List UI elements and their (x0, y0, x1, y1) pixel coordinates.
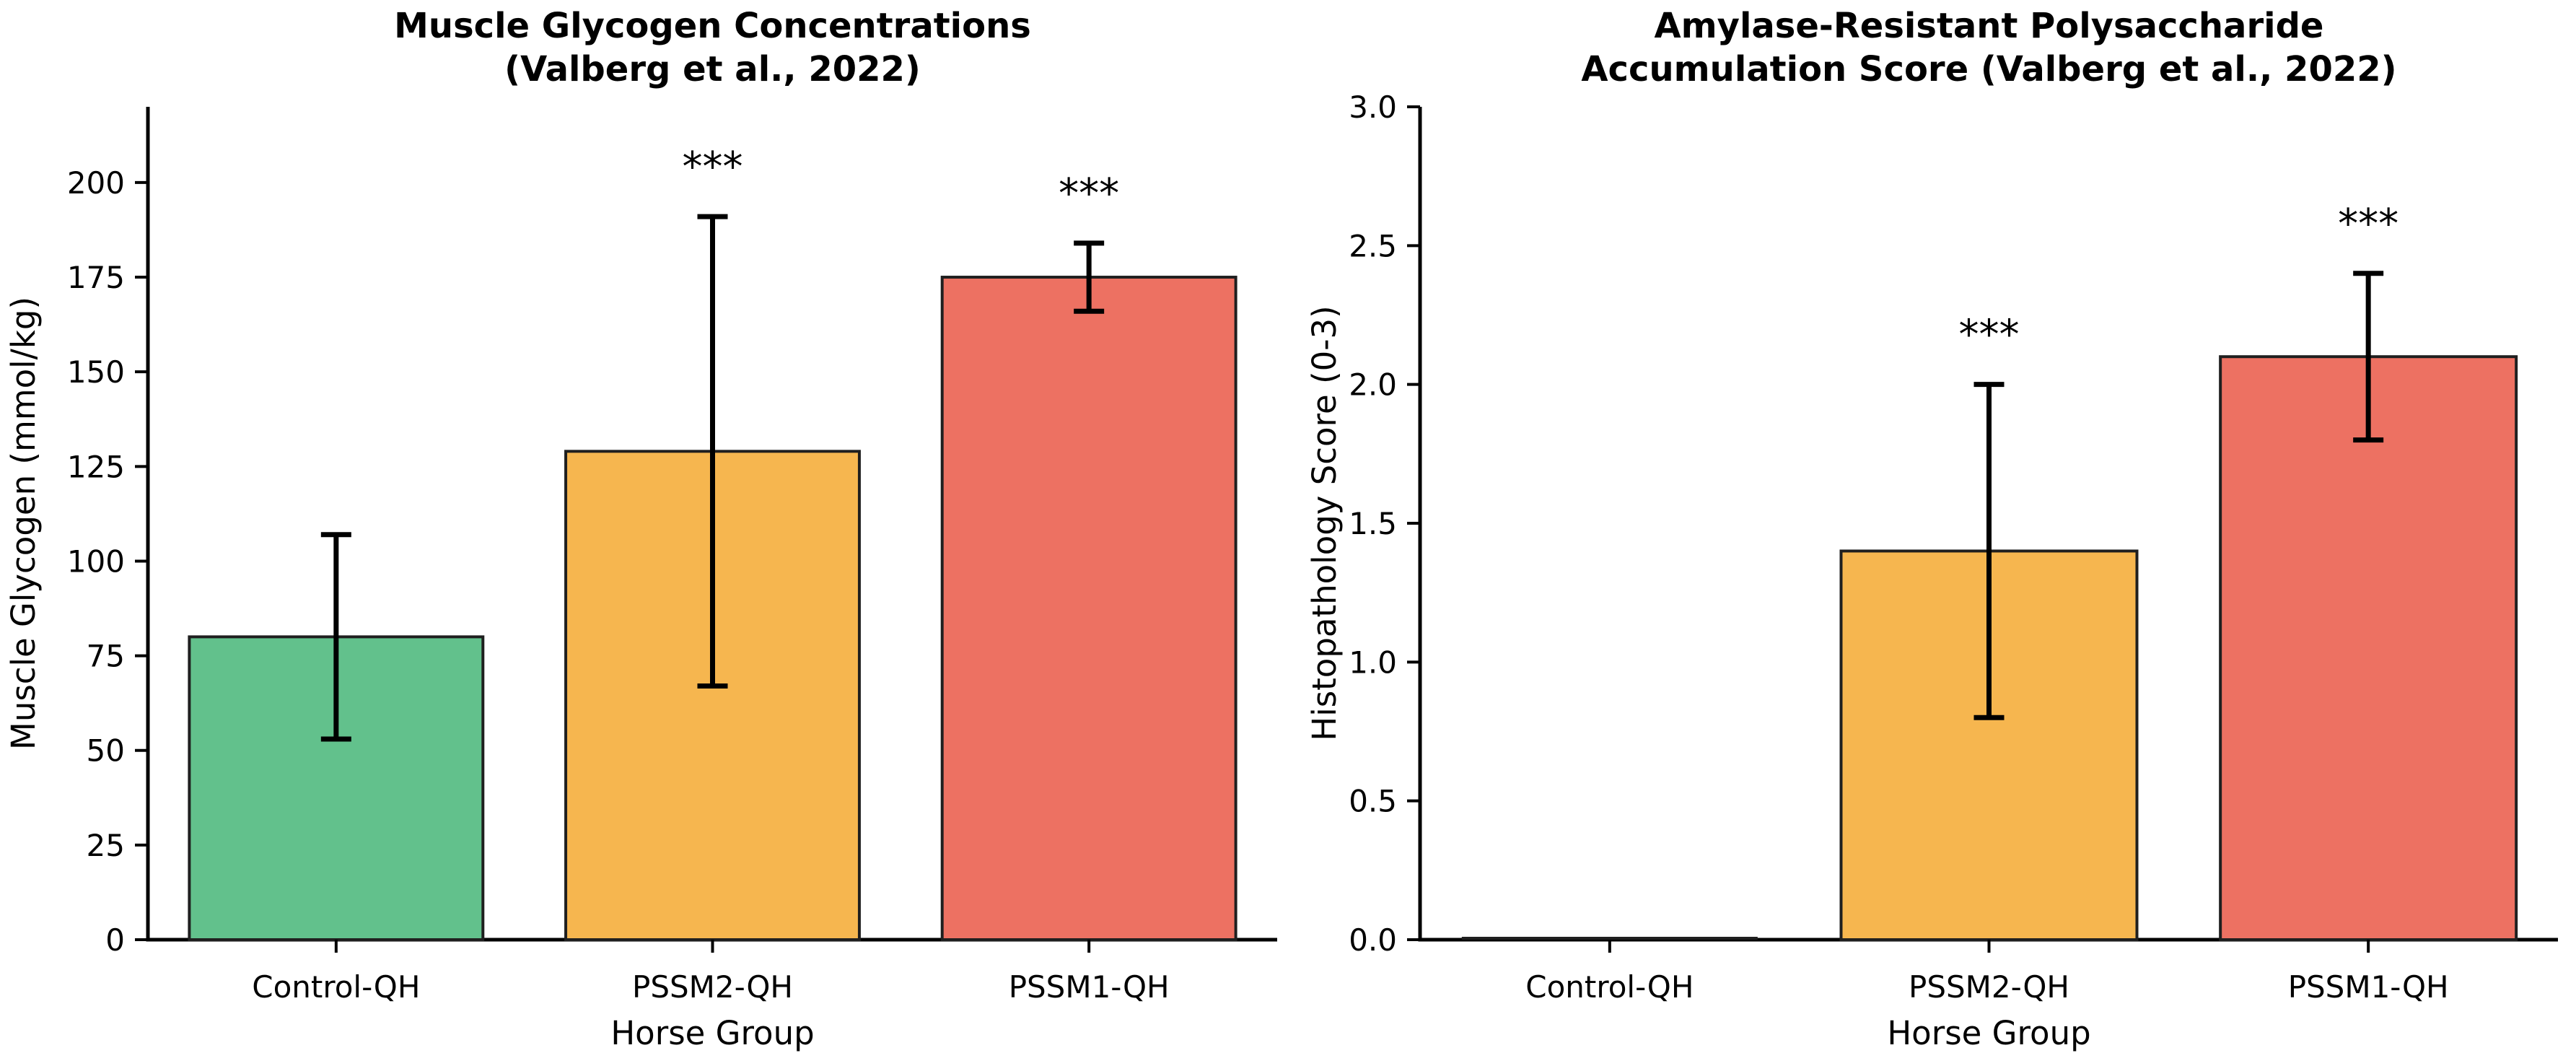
x-axis-label: Horse Group (610, 1014, 814, 1052)
bar-pssm1-qh (940, 276, 1237, 941)
y-tick-label: 1.0 (1349, 645, 1397, 680)
significance-marker: *** (2338, 201, 2398, 248)
left-chart: 0 25 50 75 100 125 150 175 200 Control-QH *** PSSM2… (4, 6, 1277, 1052)
x-tick-label: PSSM2-QH (1909, 969, 2069, 1005)
x-tick-label: PSSM1-QH (2288, 969, 2449, 1005)
bar-pssm1-qh (2219, 355, 2518, 941)
x-tick-label: Control-QH (1525, 969, 1694, 1005)
y-tick-label: 200 (67, 165, 125, 201)
significance-marker: *** (1959, 312, 2020, 359)
y-tick-label: 50 (87, 733, 125, 769)
x-tick-label: PSSM1-QH (1009, 969, 1170, 1005)
y-tick-label: 2.0 (1349, 367, 1397, 403)
x-tick-label: PSSM2-QH (632, 969, 793, 1005)
y-tick-label: 0.5 (1349, 784, 1397, 819)
y-tick-label: 25 (87, 828, 125, 863)
significance-marker: *** (683, 144, 743, 191)
y-tick-label: 100 (67, 543, 125, 579)
y-tick-label: 2.5 (1349, 228, 1397, 263)
chart-title-line1: Muscle Glycogen Concentrations (394, 6, 1031, 46)
y-tick-label: 75 (87, 639, 125, 674)
y-tick-label: 150 (67, 354, 125, 390)
y-axis-label: Histopathology Score (0-3) (1305, 305, 1344, 740)
chart-title-line2: (Valberg et al., 2022) (504, 49, 921, 89)
y-tick-label: 125 (67, 449, 125, 484)
right-chart: 0.0 0.5 1.0 1.5 2.0 2.5 3.0 Control-QH *** PSSM2-… (1305, 6, 2558, 1052)
x-tick-label: Control-QH (252, 969, 420, 1005)
chart-title-line2: Accumulation Score (Valberg et al., 2022… (1581, 49, 2396, 89)
significance-marker: *** (1059, 170, 1119, 217)
y-tick-label: 0.0 (1349, 922, 1397, 958)
x-axis-label: Horse Group (1887, 1014, 2090, 1052)
chart-title-line1: Amylase-Resistant Polysaccharide (1655, 6, 2324, 46)
y-axis-label: Muscle Glycogen (mmol/kg) (4, 297, 43, 750)
y-tick-label: 0 (105, 922, 125, 958)
y-tick-label: 1.5 (1349, 506, 1397, 541)
y-tick-label: 175 (67, 260, 125, 295)
y-tick-label: 3.0 (1349, 89, 1397, 125)
